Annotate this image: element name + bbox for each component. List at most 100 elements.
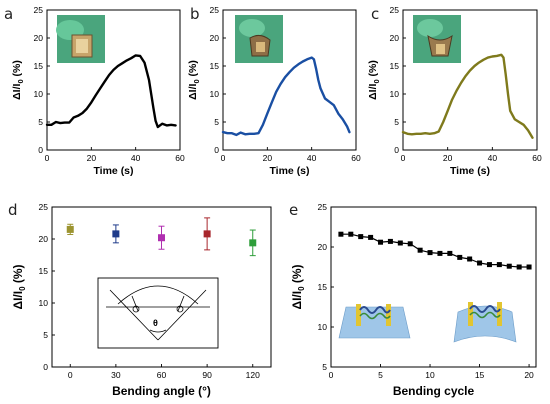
y-tick-label-b-1: 5 [214, 117, 219, 127]
x-tick-label-b-1: 20 [263, 153, 273, 163]
y-tick-label-d-5: 25 [39, 202, 49, 212]
y-tick-label-a-4: 20 [34, 33, 44, 43]
y-axis-title-c: ΔI/I0 (%) [367, 60, 381, 100]
data-point-e-12 [457, 254, 463, 260]
data-point-e-3 [368, 234, 374, 240]
x-axis-title-e: Bending cycle [393, 384, 475, 398]
y-tick-label-c-0: 0 [394, 145, 399, 155]
photo-inset-c [413, 15, 461, 63]
data-point-e-8 [417, 247, 423, 253]
x-axis-title-d: Bending angle (°) [112, 384, 211, 398]
data-point-e-2 [358, 234, 364, 240]
y-tick-label-b-0: 0 [214, 145, 219, 155]
x-tick-label-c-0: 0 [401, 153, 406, 163]
y-tick-label-b-2: 10 [210, 89, 220, 99]
chart-panel-d: 0 30 60 90 120 0 5 10 15 20 25 Bending angle (°) ΔI/… [11, 202, 272, 398]
x-tick-label-a-0: 0 [45, 153, 50, 163]
panel-letter-d: d [8, 201, 18, 219]
y-tick-label-a-0: 0 [38, 145, 43, 155]
x-axis-title-c: Time (s) [450, 165, 490, 177]
chart-panel-c: 0 20 40 60 0 5 10 15 20 25 Time (s) ΔI/I0 (%) [367, 5, 542, 177]
data-point-e-5 [387, 238, 393, 244]
photo-inset-b [235, 15, 283, 63]
x-tick-label-b-2: 40 [307, 153, 317, 163]
y-tick-label-c-4: 20 [390, 33, 400, 43]
x-tick-label-c-3: 60 [532, 153, 542, 163]
x-tick-label-e-3: 15 [475, 370, 485, 380]
data-point-e-10 [437, 250, 443, 256]
x-tick-label-d-1: 30 [111, 370, 121, 380]
data-point-e-17 [506, 263, 512, 269]
y-tick-label-c-1: 5 [394, 117, 399, 127]
plot-frame-a [46, 9, 181, 151]
panel-letter-a: a [4, 5, 13, 23]
data-point-d-3 [203, 230, 211, 238]
y-tick-label-c-2: 10 [390, 89, 400, 99]
data-point-d-1 [112, 230, 120, 238]
x-tick-label-c-2: 40 [488, 153, 498, 163]
data-point-e-16 [496, 262, 502, 268]
x-tick-label-c-1: 20 [443, 153, 453, 163]
panel-letter-b: b [190, 5, 200, 23]
data-point-e-4 [378, 239, 384, 245]
x-tick-label-a-3: 60 [175, 153, 185, 163]
y-tick-label-b-4: 20 [210, 33, 220, 43]
x-axis-title-b: Time (s) [269, 165, 309, 177]
y-tick-label-b-5: 25 [210, 5, 220, 15]
y-tick-label-d-4: 20 [39, 234, 49, 244]
x-tick-label-d-2: 60 [157, 370, 167, 380]
x-tick-label-e-0: 0 [329, 370, 334, 380]
y-tick-label-b-3: 15 [210, 61, 220, 71]
x-tick-label-d-0: 0 [68, 370, 73, 380]
data-point-e-18 [516, 264, 522, 270]
x-tick-label-d-3: 90 [202, 370, 212, 380]
y-tick-label-a-2: 10 [34, 89, 44, 99]
data-point-e-6 [397, 240, 403, 246]
data-point-e-15 [486, 262, 492, 268]
x-tick-label-e-2: 10 [425, 370, 435, 380]
y-tick-label-d-1: 5 [43, 330, 48, 340]
chart-panel-b: 0 20 40 60 0 5 10 15 20 25 Time (s) ΔI/I0 (%) [187, 5, 361, 177]
data-point-e-1 [348, 231, 354, 237]
y-tick-label-a-3: 15 [34, 61, 44, 71]
data-point-d-4 [249, 239, 257, 247]
x-tick-label-b-3: 60 [351, 153, 361, 163]
photo-inset-a [56, 15, 105, 63]
x-tick-label-a-1: 20 [87, 153, 97, 163]
y-tick-label-e-4: 25 [318, 202, 328, 212]
y-tick-label-e-2: 15 [318, 282, 328, 292]
data-point-d-2 [158, 234, 165, 242]
y-tick-label-e-0: 5 [322, 362, 327, 372]
y-tick-label-a-1: 5 [38, 117, 43, 127]
device-illustration-bent [453, 302, 517, 343]
chart-panel-a: 0 20 40 60 0 5 10 15 20 25 Time (s) ΔI/I0 (%) [11, 5, 185, 177]
y-tick-label-a-5: 25 [34, 5, 44, 15]
data-point-e-11 [447, 250, 453, 256]
y-axis-title-e: ΔI/I0 (%) [290, 264, 306, 309]
y-tick-label-d-3: 15 [39, 266, 49, 276]
series-line-c [401, 53, 534, 139]
x-tick-label-e-4: 20 [524, 370, 534, 380]
data-point-e-9 [427, 250, 433, 256]
plot-frame-e [330, 206, 537, 368]
data-point-e-7 [407, 241, 413, 247]
data-point-e-14 [477, 260, 483, 266]
series-line-a [45, 54, 177, 129]
y-tick-label-d-2: 10 [39, 298, 49, 308]
data-point-e-0 [338, 231, 344, 237]
series-line-b [221, 56, 351, 137]
y-tick-label-c-5: 25 [390, 5, 400, 15]
data-point-e-19 [526, 264, 532, 270]
x-axis-title-a: Time (s) [93, 165, 133, 177]
bending-angle-diagram: θ [97, 277, 219, 349]
theta-label: θ [153, 318, 158, 328]
device-illustration-flat [338, 304, 411, 339]
plot-frame-b [222, 9, 357, 151]
data-point-e-13 [467, 256, 473, 262]
y-tick-label-c-3: 15 [390, 61, 400, 71]
y-tick-label-e-1: 10 [318, 322, 328, 332]
panel-letter-c: c [371, 5, 379, 23]
x-tick-label-e-1: 5 [378, 370, 383, 380]
y-axis-title-b: ΔI/I0 (%) [187, 60, 201, 100]
